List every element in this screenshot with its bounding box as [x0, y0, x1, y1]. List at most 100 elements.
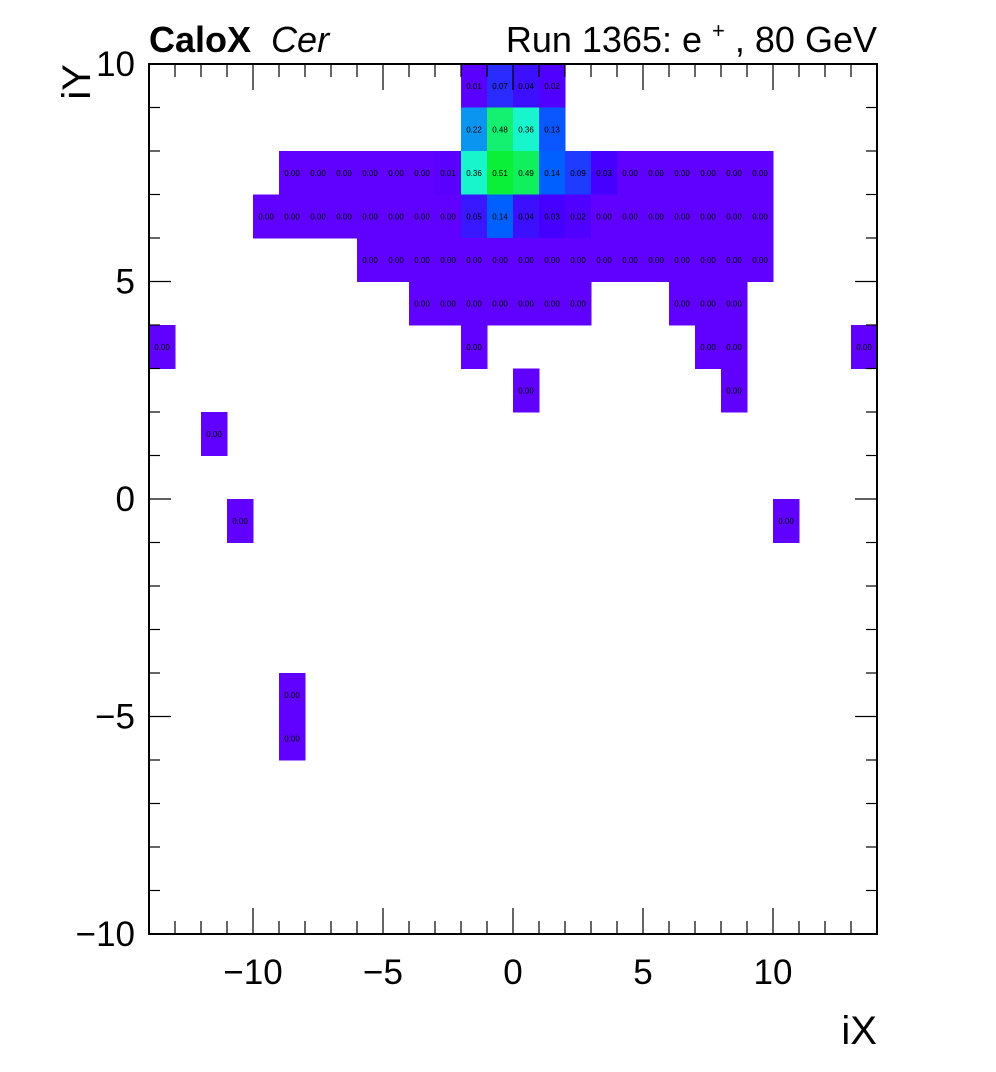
heatmap-cell-label: 0.02: [570, 212, 586, 221]
axis-tick-labels: −10 −5 0 5 10 −10 −5 0 5 10: [76, 45, 793, 992]
heatmap-cell-label: 0.00: [336, 212, 352, 221]
heatmap-cell: [435, 281, 462, 326]
heatmap-cell-label: 0.00: [466, 343, 482, 352]
heatmap-cell-label: 0.22: [466, 125, 482, 134]
heatmap-cell: [539, 64, 566, 108]
heatmap-cell: [643, 151, 670, 195]
heatmap-cell-label: 0.00: [648, 256, 664, 265]
heatmap-cell-label: 0.00: [518, 299, 534, 308]
heatmap-cell: [565, 238, 592, 282]
heatmap-cell-label: 0.00: [674, 212, 690, 221]
heatmap-cell-label: 0.48: [492, 125, 508, 134]
heatmap-cell: [591, 194, 618, 239]
y-tick-label: 10: [96, 45, 135, 84]
heatmap-cell: [201, 412, 228, 456]
heatmap-cell-label: 0.00: [700, 212, 716, 221]
heatmap-cell-label: 0.00: [674, 256, 690, 265]
y-tick-label: −5: [95, 698, 135, 737]
heatmap-cell: [565, 151, 592, 195]
heatmap-cell: [305, 151, 332, 195]
heatmap-cell: [851, 325, 878, 369]
heatmap-cell: [409, 281, 436, 326]
heatmap-cell: [773, 499, 800, 543]
heatmap-cell: [461, 107, 488, 152]
heatmap-cell-label: 0.00: [492, 256, 508, 265]
heatmap-cell-label: 0.00: [414, 169, 430, 178]
heatmap-cell-label: 0.00: [700, 343, 716, 352]
heatmap-cell-label: 0.00: [648, 212, 664, 221]
heatmap-cell-label: 0.13: [544, 125, 560, 134]
heatmap-cell-label: 0.02: [544, 82, 560, 91]
heatmap-cell-label: 0.00: [284, 212, 300, 221]
heatmap-cell: [461, 281, 488, 326]
heatmap-cell-label: 0.00: [310, 212, 326, 221]
heatmap-cell-label: 0.00: [492, 299, 508, 308]
heatmap-cell: [487, 238, 514, 282]
heatmap-cell-label: 0.00: [674, 299, 690, 308]
x-tick-label: 0: [503, 953, 522, 992]
heatmap-cell: [539, 107, 566, 152]
heatmap-cell: [435, 194, 462, 239]
heatmap-cell: [669, 194, 696, 239]
heatmap-cell: [669, 151, 696, 195]
heatmap-cell-label: 0.03: [544, 212, 560, 221]
heatmap-cell-label: 0.00: [622, 212, 638, 221]
heatmap-cell-label: 0.00: [726, 256, 742, 265]
heatmap-cell-label: 0.00: [778, 517, 794, 526]
heatmap-cell: [695, 194, 722, 239]
heatmap-cell-label: 0.00: [518, 386, 534, 395]
heatmap-cell: [721, 368, 748, 413]
heatmap-cell: [487, 151, 514, 195]
heatmap-cell-label: 0.00: [284, 169, 300, 178]
y-tick-label: 0: [116, 480, 135, 519]
heatmap-cell: [279, 716, 306, 761]
heatmap-cell: [695, 325, 722, 369]
heatmap-cell: [409, 151, 436, 195]
heatmap-cell: [383, 194, 410, 239]
heatmap-cell: [617, 151, 644, 195]
heatmap-cell-label: 0.00: [700, 299, 716, 308]
heatmap-cell-label: 0.00: [414, 256, 430, 265]
heatmap-cell-label: 0.00: [310, 169, 326, 178]
heatmap-cell-label: 0.00: [674, 169, 690, 178]
heatmap-cell: [331, 151, 358, 195]
heatmap-cell-label: 0.49: [518, 169, 534, 178]
heatmap-cell: [513, 151, 540, 195]
heatmap-cell-label: 0.51: [492, 169, 508, 178]
chart-title: CaloX Cer: [149, 19, 331, 60]
heatmap-cell-label: 0.00: [726, 169, 742, 178]
heatmap-cell-label: 0.00: [544, 299, 560, 308]
heatmap-cell: [617, 238, 644, 282]
x-tick-label: −10: [223, 953, 282, 992]
heatmap-cell-label: 0.00: [700, 169, 716, 178]
heatmap-cell-label: 0.05: [466, 212, 482, 221]
heatmap-cell: [721, 325, 748, 369]
heatmap-cell: [409, 194, 436, 239]
heatmap-cell-label: 0.00: [362, 169, 378, 178]
heatmap-cell-label: 0.01: [466, 82, 482, 91]
heatmap-cell: [669, 238, 696, 282]
heatmap-cell-label: 0.00: [362, 212, 378, 221]
heatmap-cell-label: 0.36: [466, 169, 482, 178]
heatmap-cell-label: 0.00: [726, 386, 742, 395]
heatmap-cell-label: 0.00: [856, 343, 872, 352]
heatmap-cell: [669, 281, 696, 326]
heatmap-cell: [435, 151, 462, 195]
heatmap-cell: [461, 64, 488, 108]
heatmap-cell-label: 0.00: [518, 256, 534, 265]
y-tick-label: 5: [116, 263, 135, 302]
x-tick-label: 10: [754, 953, 793, 992]
heatmap-cell-label: 0.36: [518, 125, 534, 134]
heatmap-cell: [513, 368, 540, 413]
run-superscript: +: [712, 18, 725, 43]
heatmap-cell: [487, 281, 514, 326]
heatmap-cell-label: 0.00: [570, 299, 586, 308]
heatmap-cell: [279, 151, 306, 195]
heatmap-cell-label: 0.09: [570, 169, 586, 178]
heatmap-cell: [227, 499, 254, 543]
heatmap-cell: [513, 64, 540, 108]
heatmap-cell: [487, 107, 514, 152]
heatmap-cell: [357, 238, 384, 282]
heatmap-cell: [747, 151, 774, 195]
